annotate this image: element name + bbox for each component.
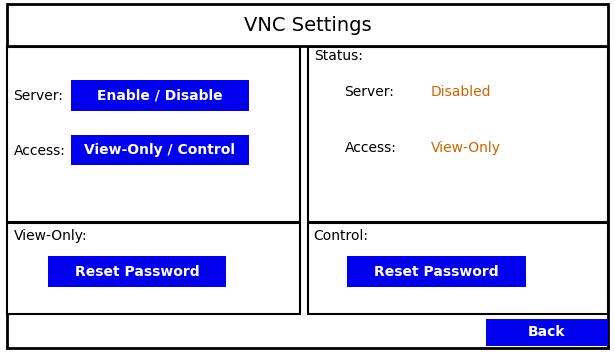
Text: View-Only: View-Only bbox=[430, 141, 501, 155]
Text: Reset Password: Reset Password bbox=[75, 265, 199, 278]
Text: Status:: Status: bbox=[314, 49, 362, 63]
Text: Access:: Access: bbox=[344, 141, 396, 155]
Text: Server:: Server: bbox=[344, 84, 394, 99]
Bar bbox=[347, 256, 526, 287]
Text: Server:: Server: bbox=[14, 89, 63, 103]
Text: Enable / Disable: Enable / Disable bbox=[97, 89, 223, 102]
Text: View-Only / Control: View-Only / Control bbox=[84, 143, 236, 157]
Bar bbox=[71, 135, 249, 165]
Bar bbox=[48, 256, 226, 287]
Text: Back: Back bbox=[528, 326, 565, 339]
Bar bbox=[71, 80, 249, 111]
Text: View-Only:: View-Only: bbox=[14, 229, 87, 243]
Bar bbox=[308, 223, 608, 314]
Bar bbox=[7, 223, 300, 314]
Bar bbox=[7, 47, 300, 222]
Text: Control:: Control: bbox=[314, 229, 368, 243]
Bar bbox=[486, 319, 608, 346]
Text: Disabled: Disabled bbox=[430, 84, 491, 99]
Text: VNC Settings: VNC Settings bbox=[244, 16, 371, 35]
Text: Reset Password: Reset Password bbox=[375, 265, 499, 278]
Bar bbox=[308, 47, 608, 222]
Text: Access:: Access: bbox=[14, 144, 65, 158]
